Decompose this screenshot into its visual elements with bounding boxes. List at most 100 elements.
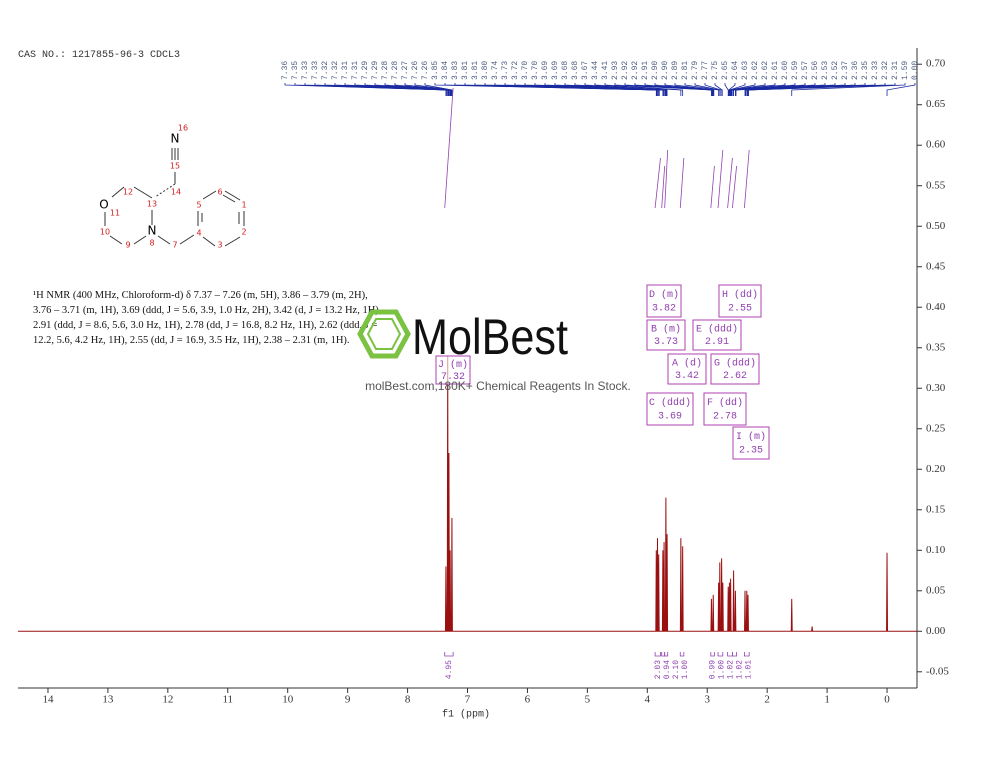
atom-number: 15 [170, 162, 180, 171]
y-tick-label: -0.05 [926, 665, 949, 677]
peak-connector [730, 83, 786, 96]
peak-label: 2.75 [711, 61, 720, 80]
integral-curve [664, 149, 669, 209]
integral-bracket [444, 652, 454, 657]
peak-label: 3.74 [491, 61, 500, 80]
multiplet-label: J (m) [438, 359, 468, 371]
multiplet-shift: 7.32 [441, 372, 465, 383]
peak-label: 3.68 [571, 61, 580, 80]
atom-symbol: N [148, 224, 157, 238]
integral-bracket [727, 652, 733, 657]
multiplet-box [732, 426, 770, 460]
bond [222, 194, 236, 203]
y-tick-label: 0.45 [926, 260, 946, 272]
peak-label: 2.77 [701, 61, 710, 80]
peak-label: 2.64 [731, 61, 740, 80]
peak-label: 2.33 [871, 61, 880, 80]
integral-label: 1.00 [718, 660, 727, 679]
atom-number: 3 [217, 241, 222, 250]
peak-label: 2.56 [811, 61, 820, 80]
y-tick-label: 0.70 [926, 58, 946, 70]
peak-label: 3.73 [501, 61, 510, 80]
multiplet-shift: 2.55 [728, 304, 752, 315]
peak-connector [684, 83, 720, 96]
bond [111, 186, 125, 198]
peak-connector [730, 83, 776, 96]
peak-label: 7.29 [361, 61, 370, 80]
atom-number: 5 [196, 201, 201, 210]
peak-connector [674, 83, 715, 96]
y-tick-label: 0.35 [926, 341, 946, 353]
multiplet-label: F (dd) [707, 397, 743, 409]
peak-connector [644, 83, 714, 96]
peak-label: 3.70 [531, 61, 540, 80]
peak-label: 2.62 [751, 61, 760, 80]
multiplet-label: B (m) [651, 324, 681, 336]
atom-number: 12 [123, 188, 133, 197]
peak-label: 2.89 [671, 61, 680, 80]
x-tick-label: 10 [282, 694, 294, 706]
peak-label: 2.90 [651, 61, 660, 80]
atom-number: 8 [149, 239, 154, 248]
integral-bracket [654, 652, 661, 657]
integral-label: 1.02 [727, 660, 736, 679]
peak-label: 2.90 [661, 61, 670, 80]
bond [133, 235, 147, 245]
multiplet-shift: 2.35 [739, 446, 763, 457]
x-tick-label: 9 [345, 694, 351, 706]
atom-number: 2 [241, 228, 246, 237]
peak-label: 2.32 [881, 61, 890, 80]
header: CAS NO.: 1217855-96-3 CDCL3 [18, 50, 181, 61]
multiplet-shift: 3.69 [658, 412, 682, 423]
integral-curve [654, 157, 661, 209]
x-tick-label: 11 [222, 694, 233, 706]
peak-label: 2.61 [771, 61, 780, 80]
peak-label: 2.65 [721, 61, 730, 80]
integral-label: 2.10 [672, 660, 681, 679]
multiplet-shift: 2.91 [705, 337, 729, 348]
peak-label: 1.59 [901, 61, 910, 80]
peak-connector [584, 83, 668, 96]
integral-curve [444, 87, 454, 209]
atom-number: 11 [110, 209, 120, 218]
y-tick-label: 0.50 [926, 220, 946, 232]
x-tick-label: 4 [645, 694, 651, 706]
peak-connector [886, 83, 916, 96]
peak-connector [604, 83, 684, 96]
peak-connector [724, 83, 729, 96]
multiplet-box [667, 353, 707, 385]
peak-label: 3.72 [511, 61, 520, 80]
peak-connector [791, 83, 906, 96]
peak-label: 2.36 [851, 61, 860, 80]
integral-curve [717, 149, 724, 209]
peak-label: 2.53 [821, 61, 830, 80]
y-tick-label: 0.20 [926, 463, 946, 475]
peak-label: 7.32 [321, 61, 330, 80]
multiplet-box [646, 392, 694, 426]
integral-curve [732, 165, 737, 209]
bond [224, 190, 241, 201]
atom-number: 16 [178, 124, 188, 133]
bond [202, 236, 216, 247]
bond [224, 236, 241, 247]
peak-label: 3.70 [521, 61, 530, 80]
y-tick-label: 0.00 [926, 625, 946, 637]
peak-label: 3.85 [431, 61, 440, 80]
multiplet-shift: 2.62 [723, 371, 747, 382]
peak-label: 7.31 [351, 61, 360, 80]
integral-curve [727, 157, 733, 209]
peak-label: 7.36 [281, 61, 290, 80]
peak-label: 7.27 [401, 61, 410, 80]
peak-label: 2.37 [841, 61, 850, 80]
multiplet-box [718, 284, 762, 318]
x-tick-label: 1 [824, 694, 830, 706]
integral-label: 1.00 [681, 660, 690, 679]
peak-label: 2.60 [781, 61, 790, 80]
x-tick-label: 0 [884, 694, 890, 706]
multiplet-shift: 3.42 [675, 371, 699, 382]
peak-connector [404, 83, 452, 96]
atom-symbol: N [171, 132, 180, 146]
multiplet-label: D (m) [649, 289, 679, 301]
atom-number: 1 [241, 201, 246, 210]
